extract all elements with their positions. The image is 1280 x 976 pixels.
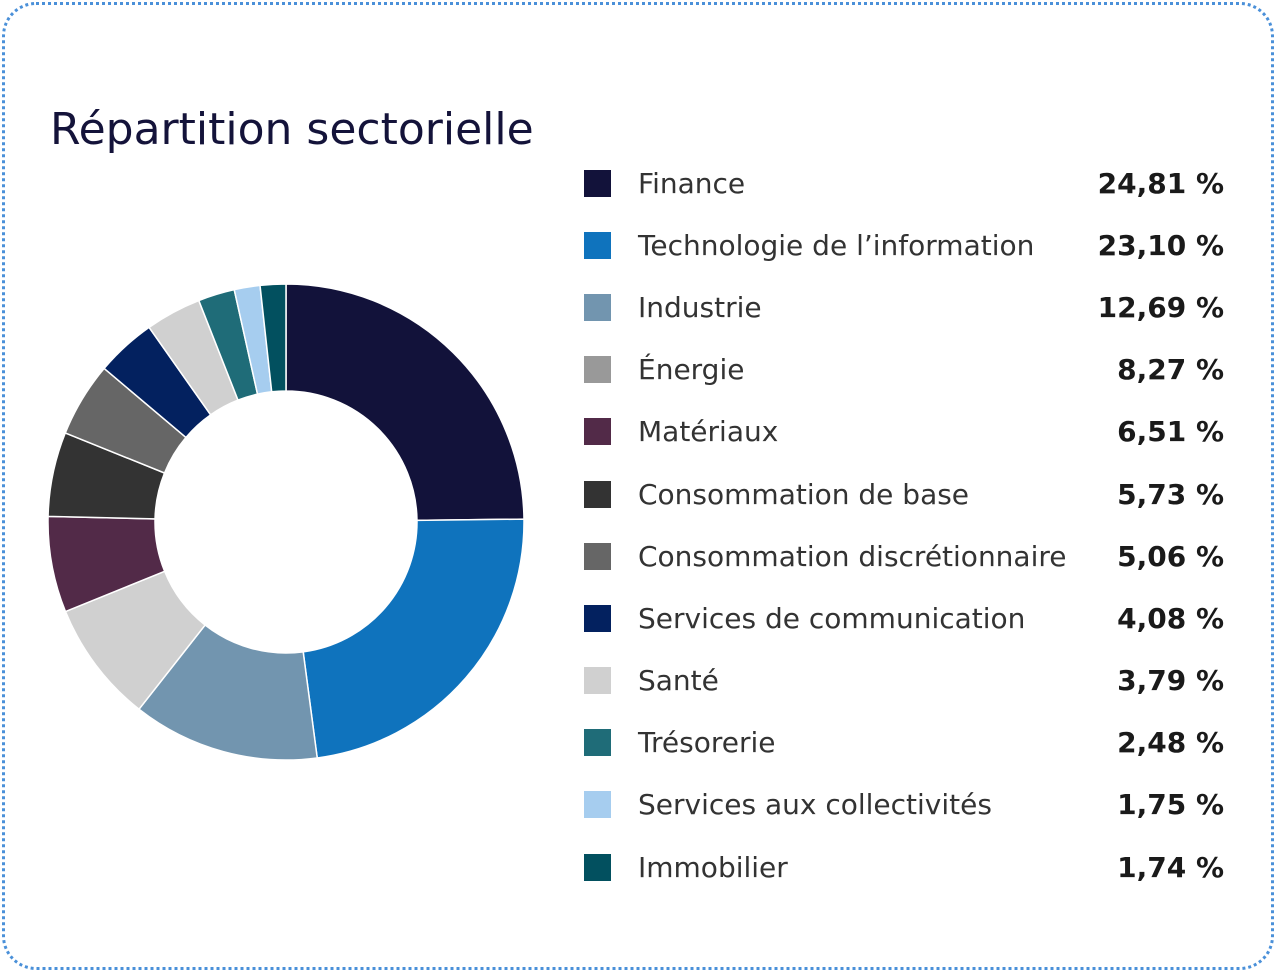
legend-label: Santé (638, 664, 719, 698)
legend-swatch (584, 729, 611, 757)
legend-label: Consommation de base (638, 477, 970, 511)
legend-label: Consommation discrétionnaire (638, 539, 1067, 573)
donut-slice-1 (302, 518, 525, 759)
legend-value: 24,81 % (1097, 166, 1224, 200)
legend-item: Services de communication 4,08 % (584, 587, 1224, 649)
legend-value: 4,08 % (1117, 601, 1224, 635)
legend-label: Immobilier (638, 850, 788, 884)
legend-item: Trésorerie 2,48 % (584, 712, 1224, 774)
legend-value: 12,69 % (1097, 290, 1224, 324)
legend-swatch (584, 356, 611, 384)
legend-label: Industrie (638, 290, 762, 324)
legend-value: 23,10 % (1097, 228, 1224, 262)
legend-swatch (584, 293, 611, 321)
legend-value: 1,74 % (1117, 850, 1224, 884)
legend-swatch (584, 853, 611, 881)
legend-swatch (584, 791, 611, 819)
legend-value: 5,73 % (1117, 477, 1224, 511)
legend-value: 8,27 % (1117, 353, 1224, 387)
legend-value: 6,51 % (1117, 415, 1224, 449)
legend-item: Finance 24,81 % (584, 152, 1224, 214)
donut-slice-11 (259, 283, 287, 393)
legend-item: Santé 3,79 % (584, 650, 1224, 712)
legend-value: 5,06 % (1117, 539, 1224, 573)
legend-swatch (584, 418, 611, 446)
legend-value: 2,48 % (1117, 726, 1224, 760)
legend-swatch (584, 667, 611, 695)
donut-chart (47, 283, 525, 761)
legend-swatch (584, 231, 611, 259)
legend-label: Services aux collectivités (638, 788, 992, 822)
legend-label: Technologie de l’information (638, 228, 1035, 262)
legend-item: Matériaux 6,51 % (584, 401, 1224, 463)
legend-item: Industrie 12,69 % (584, 276, 1224, 338)
legend-label: Matériaux (638, 415, 779, 449)
legend-label: Trésorerie (638, 726, 776, 760)
legend-item: Consommation de base 5,73 % (584, 463, 1224, 525)
legend-swatch (584, 604, 611, 632)
legend-swatch (584, 480, 611, 508)
legend-label: Services de communication (638, 601, 1026, 635)
legend-item: Services aux collectivités 1,75 % (584, 774, 1224, 836)
legend-label: Énergie (638, 353, 745, 387)
legend-item: Immobilier 1,74 % (584, 836, 1224, 898)
legend-item: Consommation discrétionnaire 5,06 % (584, 525, 1224, 587)
legend: Finance 24,81 % Technologie de l’informati… (584, 152, 1224, 898)
legend-item: Énergie 8,27 % (584, 339, 1224, 401)
legend-swatch (584, 169, 611, 197)
donut-slice-0 (285, 283, 525, 522)
chart-title: Répartition sectorielle (50, 104, 534, 155)
legend-swatch (584, 542, 611, 570)
legend-value: 3,79 % (1117, 664, 1224, 698)
legend-item: Technologie de l’information 23,10 % (584, 214, 1224, 276)
legend-label: Finance (638, 166, 746, 200)
legend-value: 1,75 % (1117, 788, 1224, 822)
